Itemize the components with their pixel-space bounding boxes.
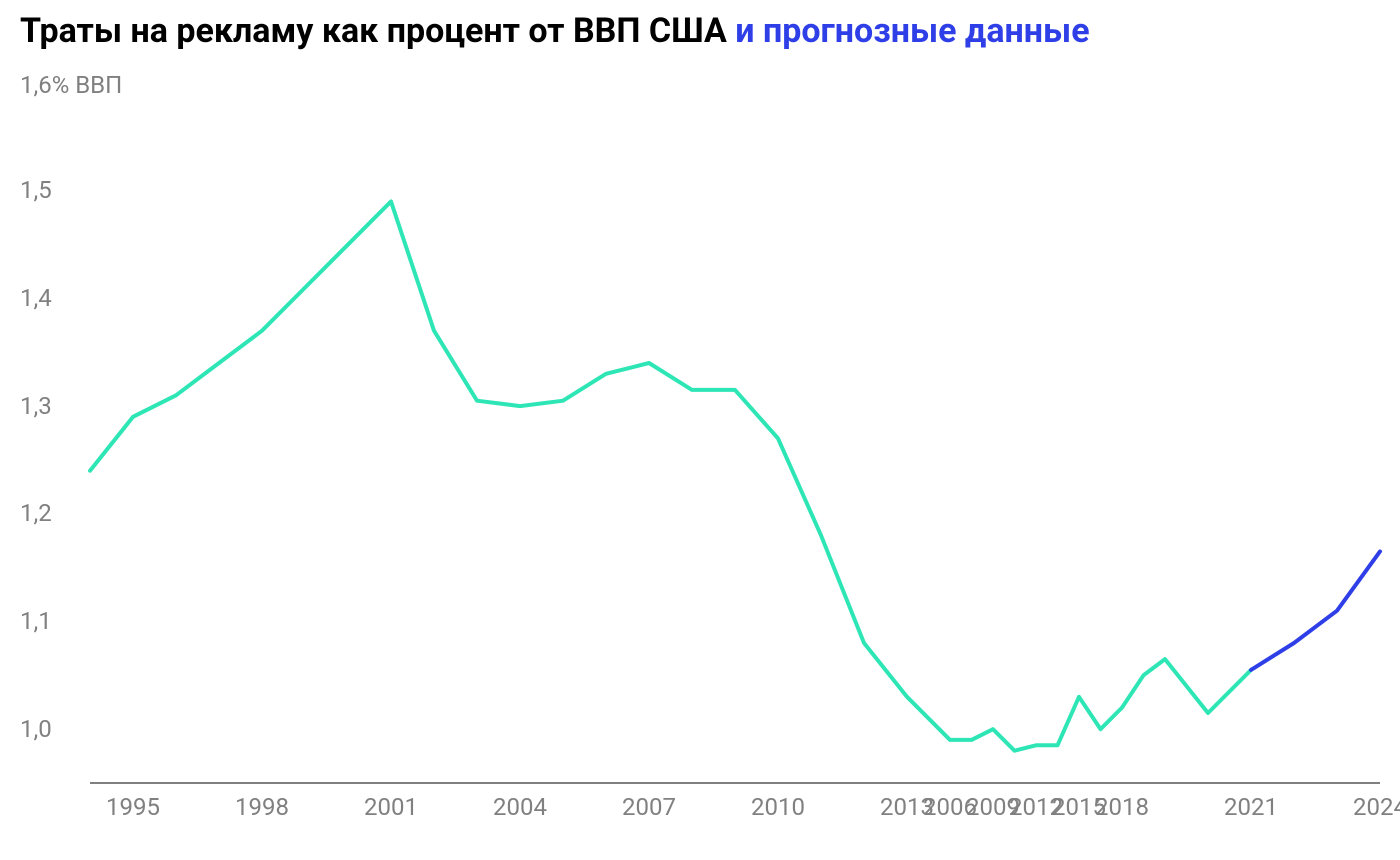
series-forecast-line — [1251, 551, 1380, 669]
y-tick-label: 1,4 — [20, 284, 52, 312]
x-tick-label: 1995 — [106, 793, 160, 821]
x-tick-label: 2007 — [622, 793, 676, 821]
title-forecast: и прогнозные данные — [735, 11, 1089, 51]
chart-container: 1,6% ВВП 1,01,11,21,31,41,5 199519982001… — [20, 83, 1380, 833]
y-tick-label: 1,1 — [20, 607, 52, 635]
x-tick-label: 2021 — [1224, 793, 1278, 821]
y-tick-label: 1,3 — [20, 392, 52, 420]
x-tick-label: 2004 — [493, 793, 547, 821]
chart-plot — [90, 83, 1380, 783]
title-main: Траты на рекламу как процент от ВВП США — [20, 11, 735, 51]
x-tick-label: 2024 — [1353, 793, 1400, 821]
chart-title: Траты на рекламу как процент от ВВП США … — [20, 10, 1380, 53]
x-tick-label: 2018 — [1095, 793, 1149, 821]
x-tick-label: 1998 — [235, 793, 289, 821]
x-tick-label: 2010 — [751, 793, 805, 821]
y-tick-label: 1,0 — [20, 715, 52, 743]
y-tick-label: 1,5 — [20, 176, 52, 204]
series-actual-line — [90, 201, 1251, 750]
y-tick-label: 1,2 — [20, 499, 52, 527]
x-tick-label: 2001 — [364, 793, 418, 821]
